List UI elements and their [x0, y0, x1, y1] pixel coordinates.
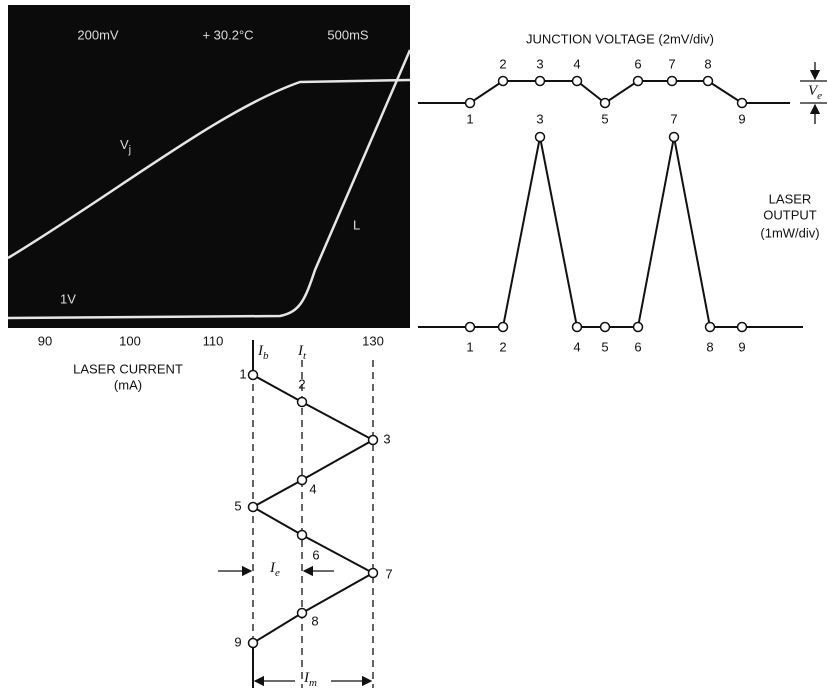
laser_output-point-label: 9	[738, 339, 745, 354]
laser_output-point	[466, 323, 475, 332]
laser_output-point	[573, 323, 582, 332]
current-point	[298, 609, 307, 618]
junction-point	[634, 77, 643, 86]
laser_output-point	[536, 133, 545, 142]
oscilloscope: 200mV + 30.2°C 500mS Vj L 1V	[8, 5, 410, 328]
subscript: j	[128, 144, 131, 156]
laser_output-point-label: 6	[634, 339, 641, 354]
junction-point	[601, 99, 610, 108]
current-point-label: 2	[298, 376, 305, 391]
current-point	[249, 371, 258, 380]
junction-point-label: 5	[601, 111, 608, 126]
laser-title: OUTPUT	[763, 207, 817, 222]
laser_output-point	[499, 323, 508, 332]
laser_output-point-label: 2	[499, 339, 506, 354]
current-point-label: 3	[383, 431, 390, 446]
current-point-label: 7	[385, 566, 392, 581]
current-point	[298, 398, 307, 407]
laser_output-point	[706, 323, 715, 332]
junction-title: JUNCTION VOLTAGE (2mV/div)	[526, 31, 714, 46]
volts-label: 200mV	[77, 27, 119, 42]
current-point-label: 4	[309, 481, 316, 496]
laser_output-point-label: 8	[706, 339, 713, 354]
current-point	[249, 639, 258, 648]
x-tick-label: 100	[119, 333, 141, 348]
x-label: LASER CURRENT	[73, 361, 183, 376]
junction-point	[536, 77, 545, 86]
ie-label: Ie	[269, 560, 280, 578]
time-label: 500mS	[327, 27, 369, 42]
junction-point	[668, 77, 677, 86]
scope-screen	[8, 5, 410, 328]
junction-point-label: 2	[499, 56, 506, 71]
ib-label: Ib	[257, 343, 269, 361]
laser-title: LASER	[769, 191, 812, 206]
subscript: t	[303, 350, 307, 362]
x-tick-label: 90	[38, 333, 52, 348]
subscript: b	[263, 350, 269, 362]
current-point	[298, 476, 307, 485]
laser_output-point	[670, 133, 679, 142]
current-point	[369, 436, 378, 445]
current-trace	[253, 340, 373, 688]
laser-title: (1mW/div)	[760, 225, 819, 240]
junction-point-label: 9	[738, 111, 745, 126]
subscript: e	[817, 90, 822, 102]
current-point	[369, 569, 378, 578]
current-point	[249, 503, 258, 512]
current-point-label: 1	[239, 366, 246, 381]
laser_output-point-label: 5	[601, 339, 608, 354]
it-label: It	[297, 343, 307, 361]
laser_output-point-label: 3	[536, 111, 543, 126]
laser_output-point	[601, 323, 610, 332]
laser_output-trace	[418, 137, 803, 327]
curve-l-label: L	[353, 217, 360, 232]
figure: 200mV + 30.2°C 500mS Vj L 1V LASER CURRE…	[0, 0, 827, 688]
junction-point	[466, 99, 475, 108]
laser_output-point	[634, 323, 643, 332]
x-tick-label: 130	[362, 333, 384, 348]
current-point-label: 5	[234, 498, 241, 513]
x-tick-label: 110	[203, 333, 224, 348]
junction-point	[573, 77, 582, 86]
ve-label: Ve	[808, 83, 822, 101]
junction-point	[738, 99, 747, 108]
junction-point	[499, 77, 508, 86]
symbol: V	[120, 137, 129, 152]
subscript: e	[275, 567, 280, 579]
scope-axis: LASER CURRENT (mA)	[73, 361, 183, 392]
im-label: Im	[303, 670, 317, 688]
junction-point	[704, 77, 713, 86]
current-point	[298, 531, 307, 540]
laser_output-point-label: 4	[573, 339, 580, 354]
junction-point-label: 7	[668, 56, 675, 71]
x-label: (mA)	[114, 377, 142, 392]
junction-point-label: 1	[466, 111, 473, 126]
laser_output-point-label: 7	[670, 111, 677, 126]
laser_output-point	[738, 323, 747, 332]
temperature-label: + 30.2°C	[202, 27, 253, 42]
laser_output-point-label: 1	[466, 339, 473, 354]
junction-point-label: 4	[573, 56, 580, 71]
current-point-label: 9	[234, 634, 241, 649]
junction-point-label: 3	[536, 56, 543, 71]
junction-point-label: 8	[704, 56, 711, 71]
current-point-label: 8	[311, 613, 318, 628]
current-point-label: 6	[312, 547, 319, 562]
subscript: m	[309, 677, 317, 688]
junction-point-label: 6	[634, 56, 641, 71]
scale-label: 1V	[60, 291, 76, 306]
